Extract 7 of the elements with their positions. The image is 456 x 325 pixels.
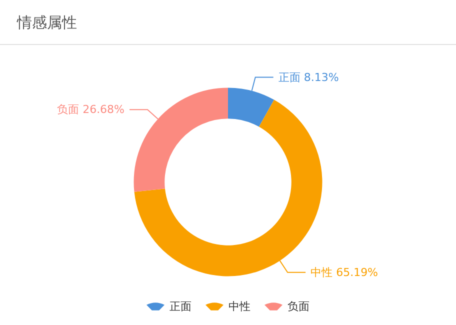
legend-label: 正面: [170, 300, 192, 313]
category-label: 负面 26.68%: [57, 103, 125, 116]
legend-label: 负面: [288, 300, 310, 313]
category-label: 正面 8.13%: [278, 70, 339, 84]
legend-label: 中性: [228, 300, 250, 313]
chart-title: 情感属性: [16, 14, 77, 32]
category-label: 中性 65.19%: [310, 266, 378, 279]
